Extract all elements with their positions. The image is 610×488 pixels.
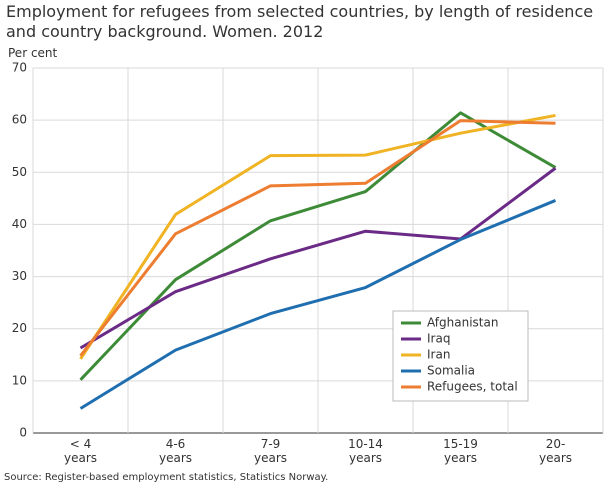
y-tick-label: 10	[12, 373, 27, 387]
legend-label: Iraq	[427, 332, 450, 346]
x-tick-label: 15-19 years	[443, 437, 478, 465]
x-tick-label: < 4 years	[63, 437, 98, 465]
x-tick-label: 20- years	[538, 437, 573, 465]
source: Source: Register-based employment statis…	[4, 472, 329, 483]
series-line	[79, 166, 557, 350]
y-tick-label: 20	[12, 321, 27, 335]
y-tick-label: 30	[12, 269, 27, 283]
y-axis-label: Per cent	[8, 46, 58, 60]
y-tick-label: 50	[12, 165, 27, 179]
y-tick-label: 0	[19, 426, 27, 440]
series-line	[79, 199, 557, 410]
legend-label: Refugees, total	[427, 380, 518, 394]
legend-label: Afghanistan	[427, 316, 498, 330]
series-line	[79, 113, 556, 360]
y-tick-label: 40	[12, 217, 27, 231]
x-tick-label: 4-6 years	[158, 437, 193, 465]
legend-label: Iran	[427, 348, 450, 362]
y-tick-label: 70	[12, 61, 27, 75]
legend-label: Somalia	[427, 364, 475, 378]
y-tick-label: 60	[12, 113, 27, 127]
chart-title: Employment for refugees from selected co…	[6, 2, 594, 41]
x-tick-label: 7-9 years	[253, 437, 288, 465]
x-tick-label: 10-14 years	[348, 437, 383, 465]
series-line	[79, 119, 556, 357]
